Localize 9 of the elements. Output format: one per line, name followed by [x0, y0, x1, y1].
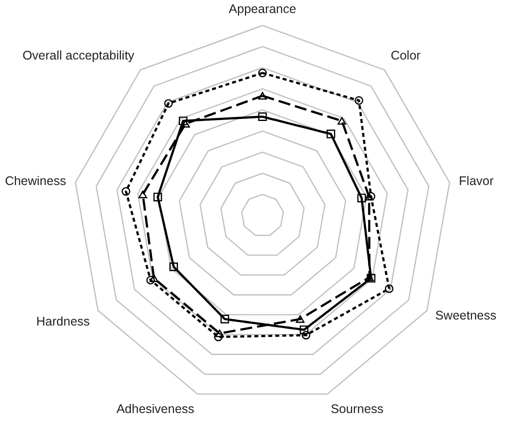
spoke-label: Overall acceptability [22, 48, 136, 63]
spoke-label: Color [390, 48, 421, 63]
spoke-label: Sourness [330, 402, 384, 416]
spoke-label: Adhesiveness [116, 402, 194, 416]
spoke-label: Flavor [458, 174, 494, 188]
spoke-label: Appearance [228, 2, 296, 16]
spoke-label: Hardness [36, 314, 90, 328]
spoke-label: Chewiness [4, 174, 66, 188]
spoke-label: Sweetness [435, 308, 496, 322]
